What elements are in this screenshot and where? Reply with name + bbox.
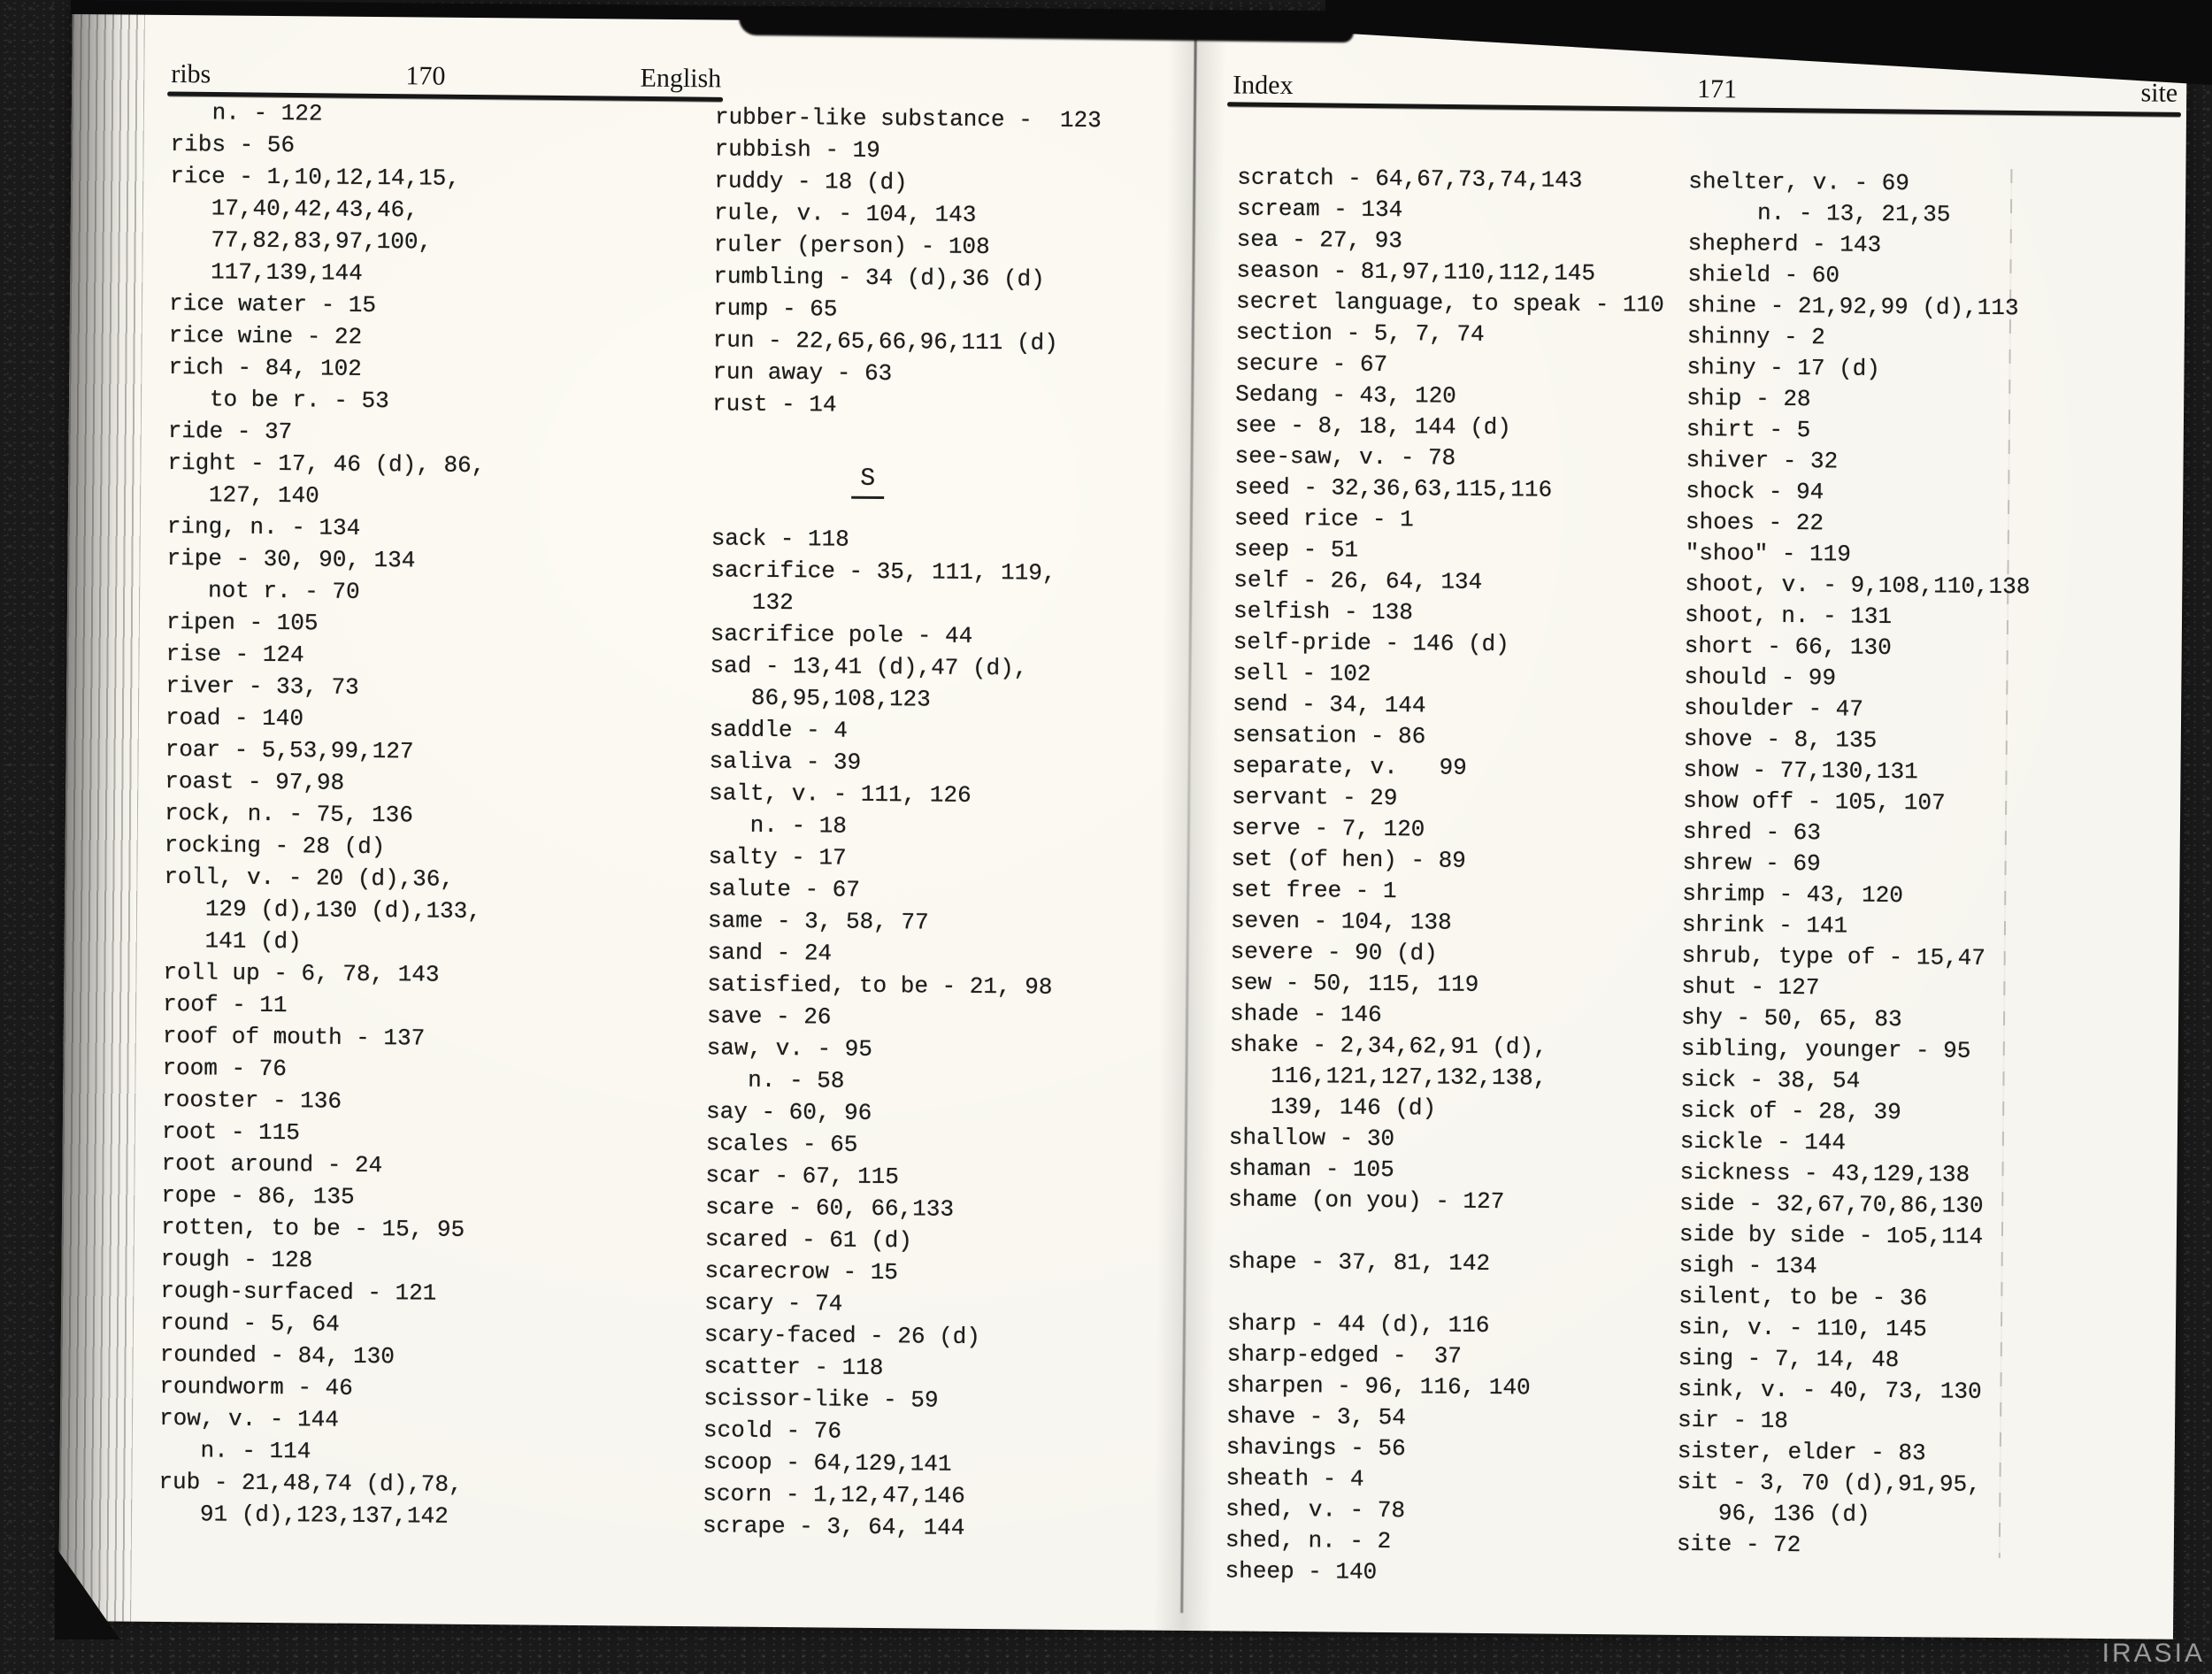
page-edge-stack: [58, 4, 145, 1622]
index-column-2-s-entries: sack - 118 sacrifice - 35, 111, 119, 132 s…: [702, 525, 1056, 1541]
irasia-watermark: IRASIA: [2101, 1639, 2205, 1668]
left-page-number: 170: [405, 61, 446, 91]
index-column-3: scratch - 64,67,73,74,143 scream - 134 sea…: [1225, 164, 1664, 1586]
section-letter-row: S: [851, 465, 1220, 503]
index-column-2: rubber-like substance - 123 rubbish - 19 r…: [703, 101, 1224, 1546]
left-running-head-word: ribs: [171, 58, 211, 89]
index-column-2-r-entries: rubber-like substance - 123 rubbish - 19 r…: [711, 104, 1102, 418]
section-letter-s: S: [851, 465, 885, 500]
right-running-head-word: Index: [1233, 70, 1294, 101]
right-page-number: 171: [1696, 74, 1738, 104]
right-running-head-corner: site: [2140, 78, 2178, 108]
left-running-head-corner: English: [640, 63, 722, 94]
index-column-4: shelter, v. - 69 n. - 13, 21,35 shepherd …: [1676, 167, 2031, 1559]
book-spread: ribs 170 English n. - 122 ribs - 56 rice -…: [58, 4, 2187, 1639]
index-column-1: n. - 122 ribs - 56 rice - 1,10,12,14,15, 1…: [157, 98, 486, 1530]
left-running-head: ribs 170 English: [171, 59, 721, 94]
